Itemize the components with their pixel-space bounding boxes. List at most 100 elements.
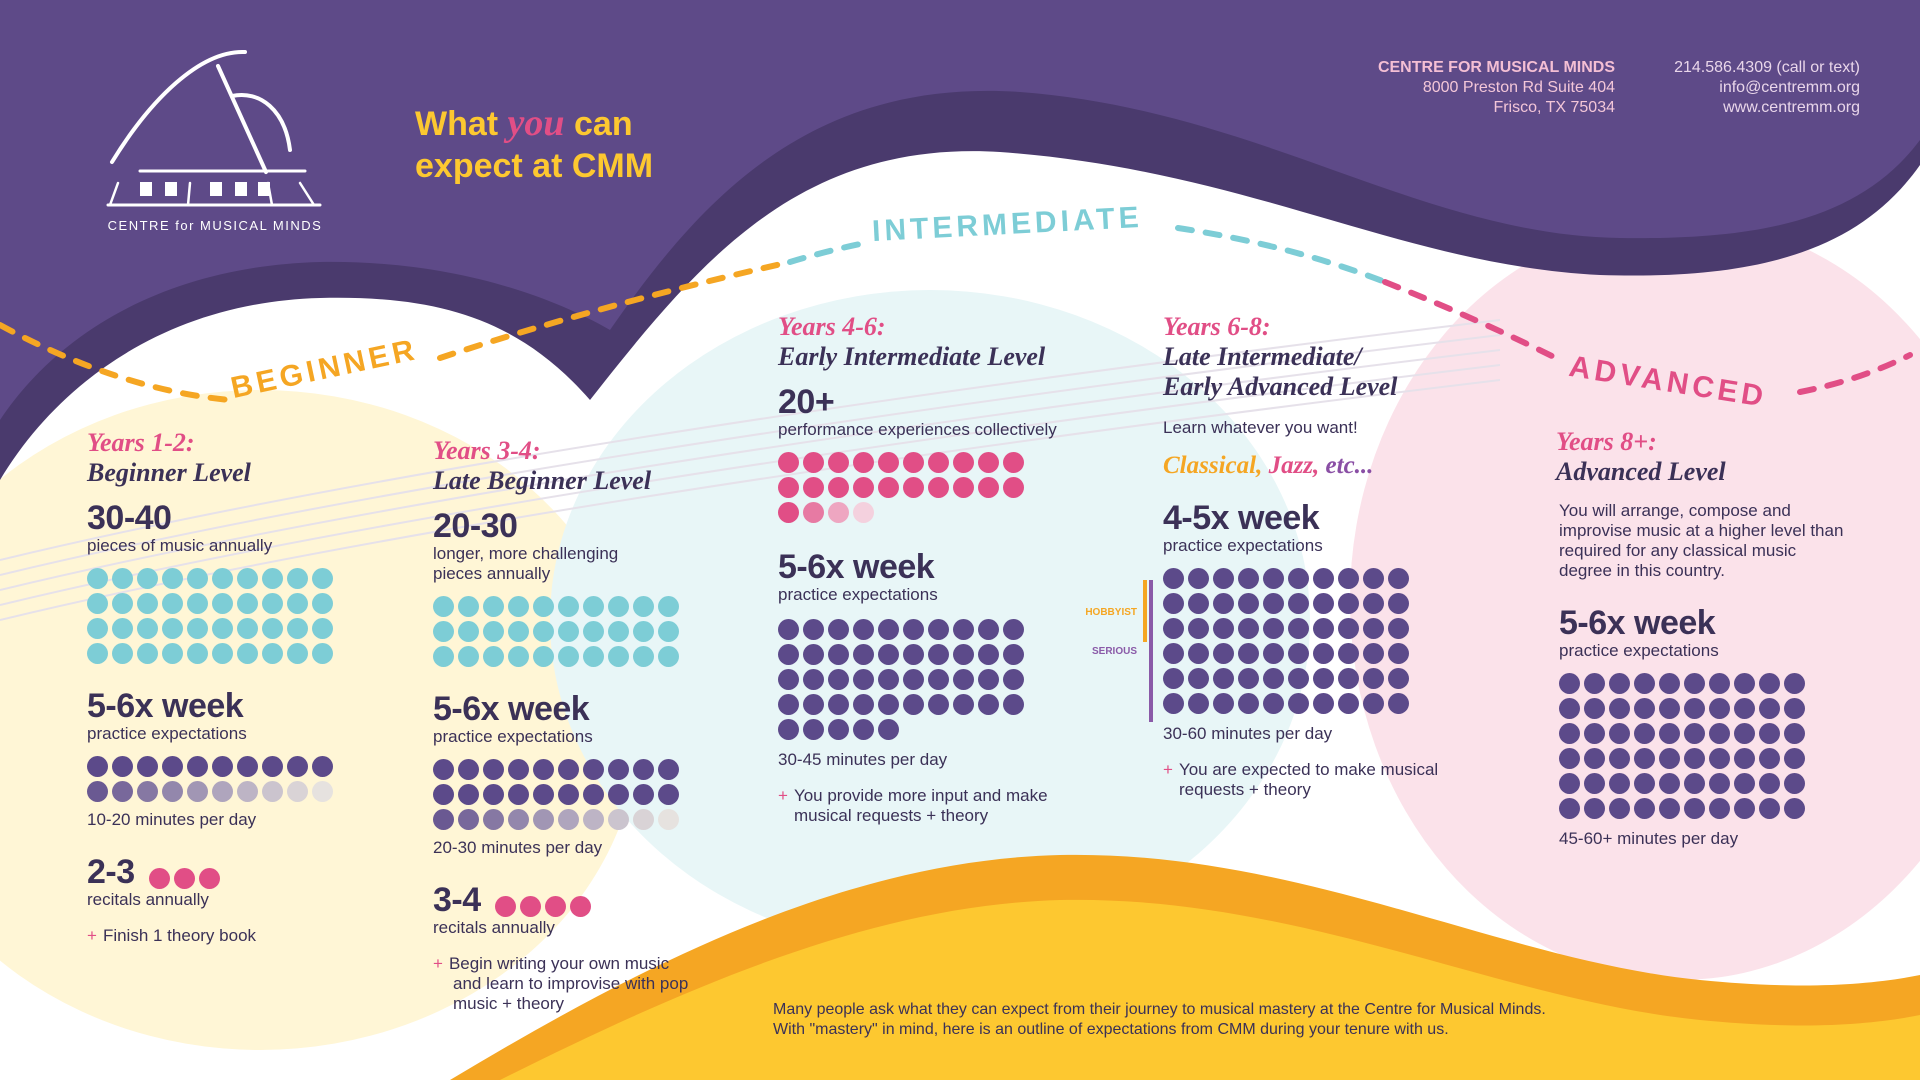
dot [1288,668,1309,689]
dot [508,621,529,642]
dot [1684,748,1705,769]
page-title: What you can expect at CMM [415,102,653,187]
dot [533,784,554,805]
practice-dots [778,619,1098,740]
level-advanced: Years 8+: Advanced Level You will arrang… [1556,427,1856,849]
dot [633,759,654,780]
email-link[interactable]: info@centremm.org [1719,79,1860,96]
dot [1338,568,1359,589]
dot [1238,593,1259,614]
dot [1388,668,1409,689]
title-line2: expect at CMM [415,147,654,185]
dot [137,618,158,639]
dot [558,646,579,667]
dot [1559,773,1580,794]
dot [212,593,233,614]
dot [112,756,133,777]
dot [1559,723,1580,744]
dot [1363,668,1384,689]
dot [1659,723,1680,744]
dot [828,502,849,523]
level-tagline: Learn whatever you want! [1163,418,1358,437]
dot [1313,693,1334,714]
dot [978,669,999,690]
dot [1213,643,1234,664]
dot [633,621,654,642]
dot [1238,568,1259,589]
dot [853,452,874,473]
recitals-label: recitals annually [87,890,209,909]
dot [1734,723,1755,744]
level-title: Late Intermediate/ Early Advanced Level [1163,342,1398,401]
practice-dots [87,756,387,802]
dot [878,619,899,640]
logo-text: CENTRE for MUSICAL MINDS [107,218,323,233]
dot [1213,568,1234,589]
dot [1784,723,1805,744]
address-line1: 8000 Preston Rd Suite 404 [1422,79,1615,96]
dot [953,477,974,498]
level-years: Years 6-8: [1163,312,1271,341]
dot [803,644,824,665]
dot [1313,593,1334,614]
dot [1338,618,1359,639]
dot [828,619,849,640]
dot [458,646,479,667]
title-you: you [507,102,565,144]
dot [1363,693,1384,714]
dot [1709,723,1730,744]
dot [658,596,679,617]
dot [658,621,679,642]
dot [928,644,949,665]
dot [1584,723,1605,744]
dot [433,809,454,830]
dot [212,781,233,802]
dot [978,477,999,498]
plus-icon: + [1163,760,1173,779]
level-title: Advanced Level [1556,457,1726,486]
dot [1634,748,1655,769]
logo [106,49,322,207]
dot [187,618,208,639]
dot [1584,673,1605,694]
phone: 214.586.4309 (call or text) [1674,59,1860,76]
website-link[interactable]: www.centremm.org [1723,99,1860,116]
dot [583,646,604,667]
dot [483,809,504,830]
dot [87,618,108,639]
dot [1759,798,1780,819]
dot [778,477,799,498]
dot [1784,748,1805,769]
pieces-dots [87,568,387,664]
dot [1313,568,1334,589]
address-line2: Frisco, TX 75034 [1493,99,1615,116]
serious-label: SERIOUS [1091,646,1137,657]
dot [112,781,133,802]
dot [953,452,974,473]
dot [853,694,874,715]
dot [978,452,999,473]
level-note: + Finish 1 theory book [87,926,387,946]
dot [1759,673,1780,694]
dot [312,618,333,639]
dot [262,643,283,664]
dot [828,694,849,715]
dot [633,784,654,805]
dot [287,568,308,589]
dot [608,809,629,830]
dot [878,644,899,665]
dot [978,619,999,640]
level-beginner: Years 1-2: Beginner Level 30-40 pieces o… [87,428,387,946]
org-name: CENTRE FOR MUSICAL MINDS [1377,59,1615,76]
dot [508,759,529,780]
dot [1584,748,1605,769]
dot [1759,748,1780,769]
dot [608,646,629,667]
practice-frequency: 4-5x week [1163,499,1320,537]
dot [508,809,529,830]
dot [878,694,899,715]
dot [87,593,108,614]
contact-address: CENTRE FOR MUSICAL MINDS 8000 Preston Rd… [1378,58,1615,118]
dot [1188,693,1209,714]
footer-text: Many people ask what they can expect fro… [773,1000,1546,1040]
